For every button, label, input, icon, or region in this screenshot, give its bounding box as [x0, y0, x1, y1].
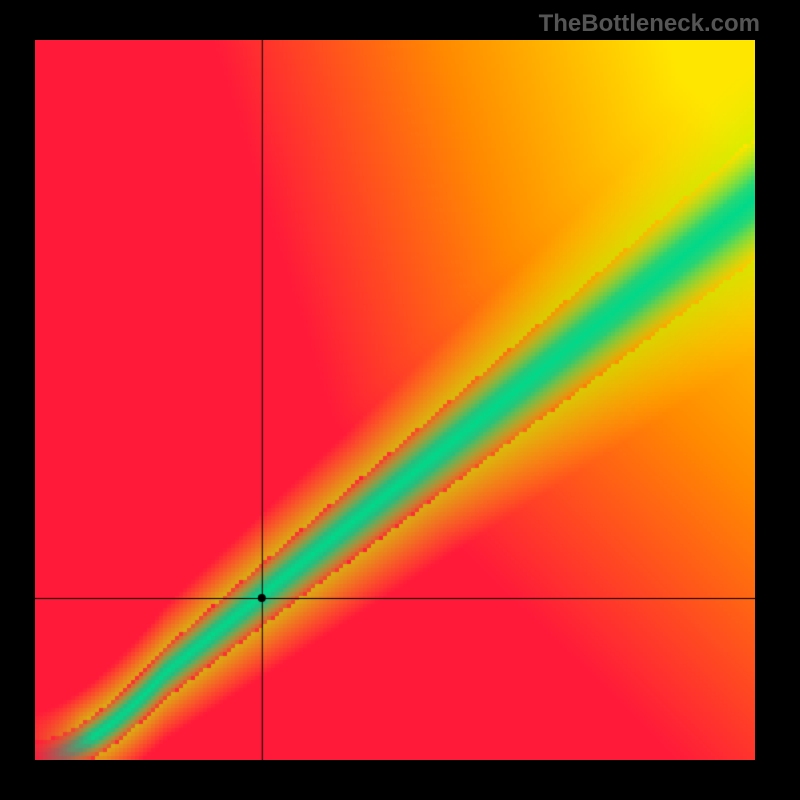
chart-container: TheBottleneck.com: [0, 0, 800, 800]
bottleneck-heatmap: [35, 40, 755, 760]
watermark-text: TheBottleneck.com: [539, 10, 760, 38]
